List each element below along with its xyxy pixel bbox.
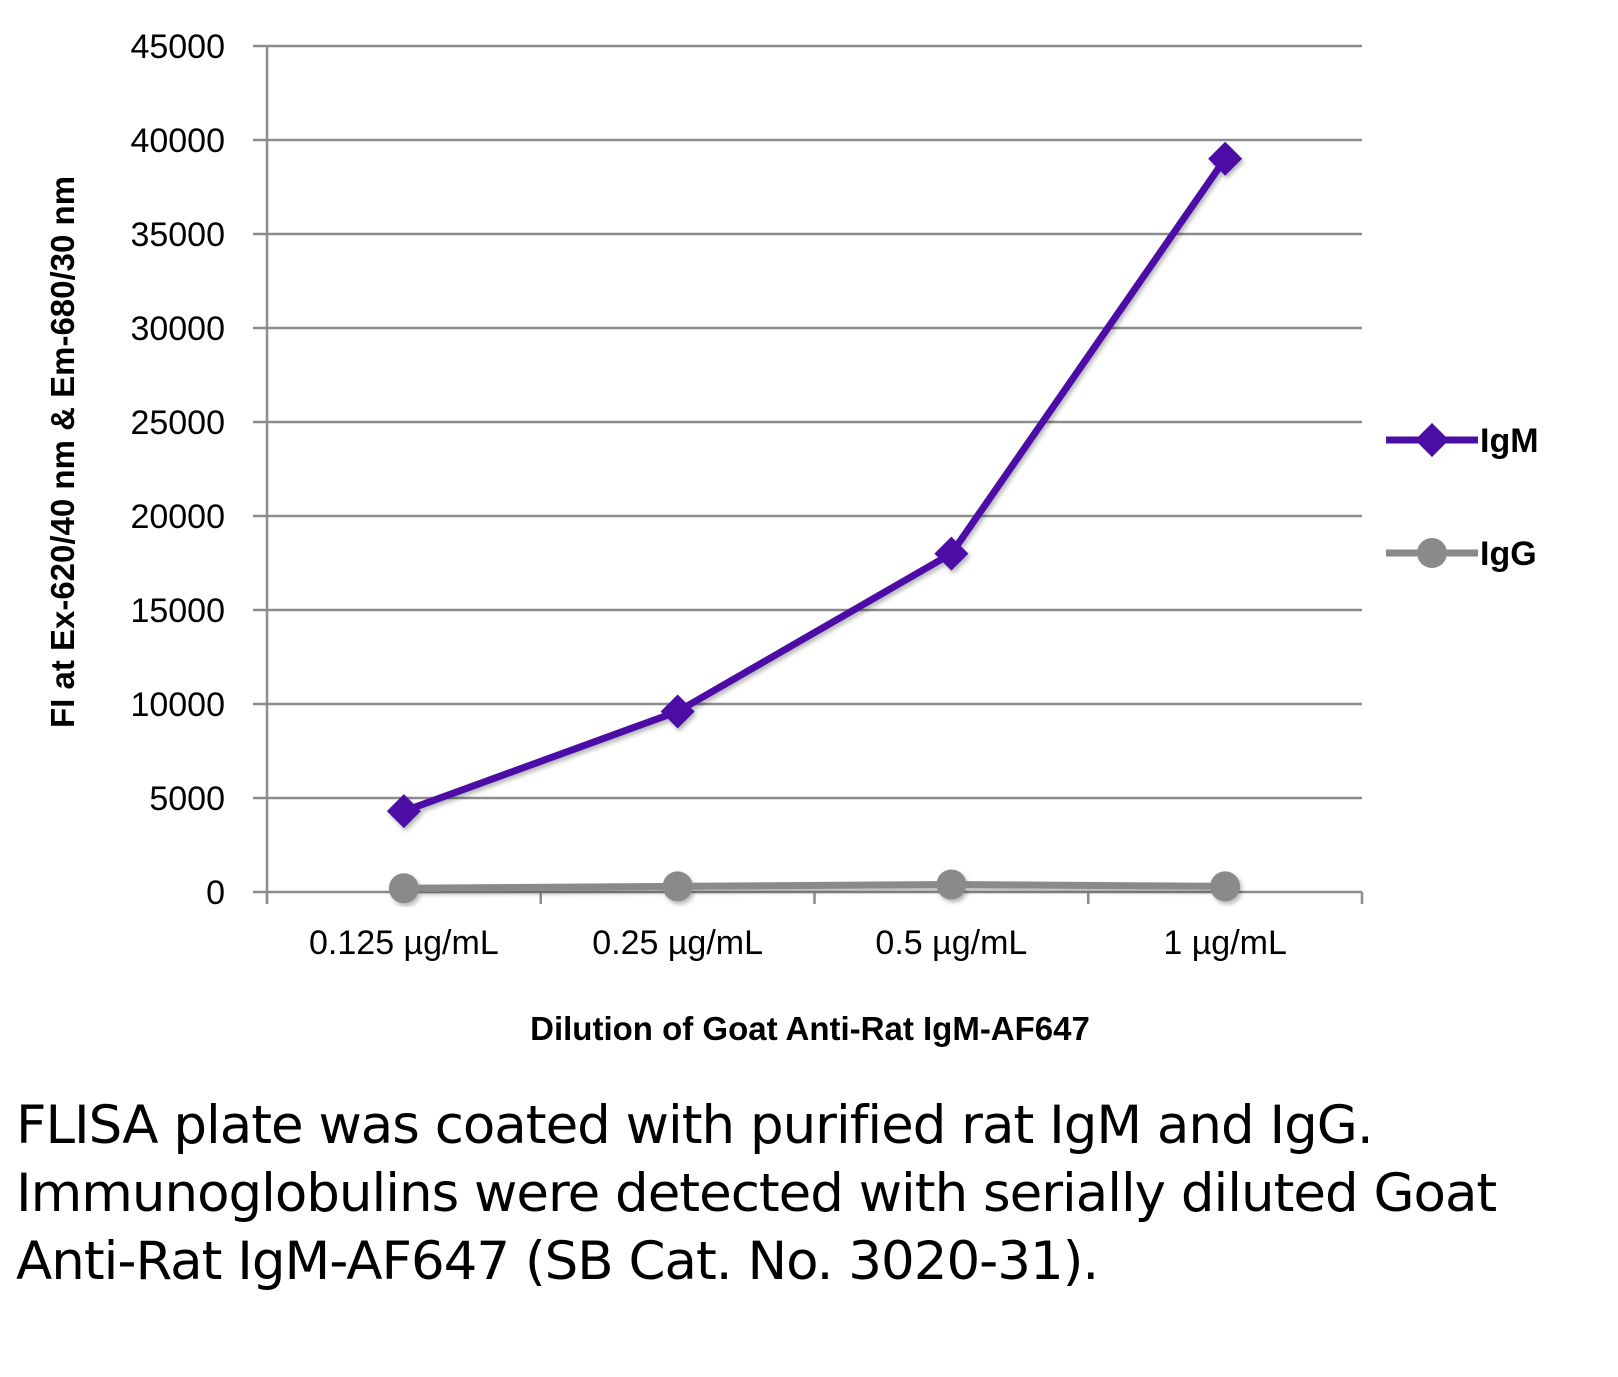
x-tick-label: 0.25 µg/mL	[592, 924, 763, 962]
data-point-igm	[1208, 141, 1243, 176]
series-igm	[386, 141, 1243, 829]
series-line-igm	[402, 156, 1229, 815]
legend-item-igg: IgG	[1386, 535, 1537, 573]
figure-caption: FLISA plate was coated with purified rat…	[16, 1095, 1497, 1292]
line-chart: 0 5000 10000 15000 20000 25000 30000 35000 40000…	[44, 28, 1539, 1047]
x-axis-title: Dilution of Goat Anti-Rat IgM-AF647	[530, 1010, 1090, 1047]
x-tick-label: 0.125 µg/mL	[309, 924, 499, 962]
series-igg	[388, 869, 1241, 904]
legend-item-igm: IgM	[1386, 422, 1539, 460]
y-tick-label: 25000	[130, 404, 225, 442]
y-tick-label: 35000	[130, 216, 225, 254]
y-tick-label: 15000	[130, 592, 225, 630]
legend: IgM IgG	[1386, 422, 1539, 573]
data-point-igg	[388, 873, 419, 904]
y-tick-label: 0	[206, 874, 225, 912]
data-point-igg	[1210, 871, 1241, 902]
y-tick-label: 5000	[149, 780, 225, 818]
legend-marker	[1415, 423, 1449, 457]
series	[386, 141, 1243, 904]
series-line-igg	[403, 880, 1226, 892]
y-axis-title: FI at Ex-620/40 nm & Em-680/30 nm	[44, 176, 81, 728]
legend-label: IgM	[1480, 422, 1539, 460]
legend-marker	[1417, 538, 1447, 568]
y-tick-label: 20000	[130, 498, 225, 536]
y-tick-label: 30000	[130, 310, 225, 348]
gridlines	[253, 44, 1362, 800]
data-point-igm	[660, 694, 695, 729]
y-tick-labels: 0 5000 10000 15000 20000 25000 30000 35000 40000…	[130, 28, 225, 912]
data-point-igg	[662, 871, 693, 902]
y-tick-label: 10000	[130, 686, 225, 724]
x-tick-label: 0.5 µg/mL	[875, 924, 1027, 962]
legend-label: IgG	[1480, 535, 1537, 573]
axes	[253, 46, 1364, 904]
data-point-igm	[934, 536, 969, 571]
x-tick-labels: 0.125 µg/mL 0.25 µg/mL 0.5 µg/mL 1 µg/mL	[309, 924, 1287, 962]
data-point-igg	[936, 869, 967, 900]
y-tick-label: 45000	[130, 28, 225, 66]
y-tick-label: 40000	[130, 122, 225, 160]
x-tick-label: 1 µg/mL	[1163, 924, 1287, 962]
data-point-igm	[386, 794, 421, 829]
